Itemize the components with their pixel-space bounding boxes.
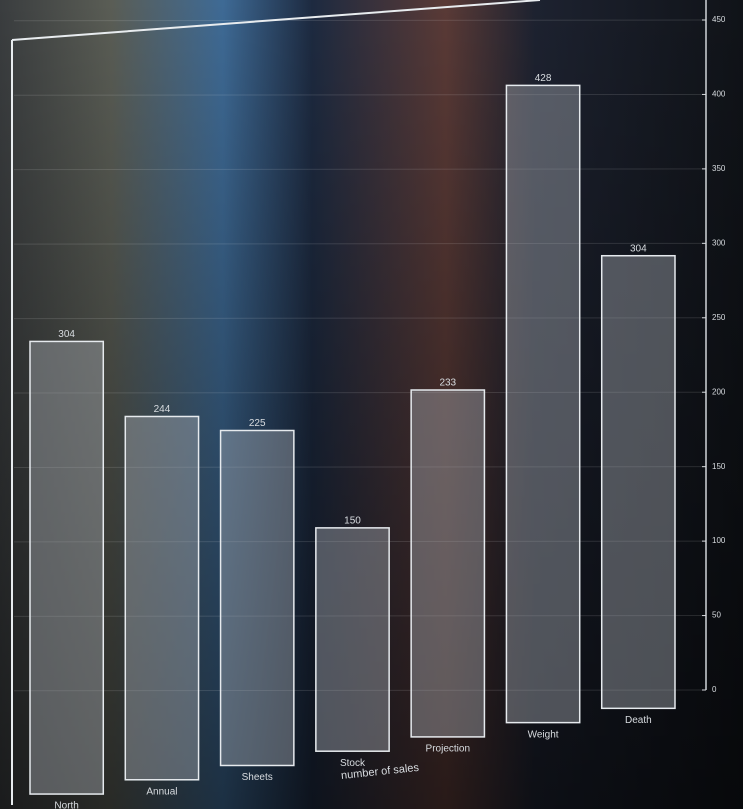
x-tick-label: Annual	[146, 786, 177, 797]
value-label: 304	[58, 329, 75, 340]
grid-line	[13, 466, 707, 468]
frame	[11, 0, 541, 805]
grid-line	[13, 168, 707, 171]
value-label: 233	[439, 378, 456, 389]
grid-line	[13, 317, 707, 320]
value-label: 244	[154, 404, 171, 415]
grid-line	[13, 615, 707, 617]
bar	[29, 340, 105, 795]
x-tick-label: Death	[625, 715, 652, 726]
x-tick-label: Sheets	[242, 772, 273, 783]
y-tick-label: 400	[712, 90, 726, 99]
x-tick-label: Stock	[340, 758, 366, 769]
grid-line	[13, 689, 707, 692]
x-tick-label: Projection	[426, 744, 470, 755]
x-tick-label: North	[54, 801, 78, 809]
bar	[124, 415, 200, 781]
bar	[219, 429, 295, 767]
y-tick-label: 150	[712, 462, 726, 471]
value-label: 225	[249, 418, 266, 429]
value-label: 150	[344, 516, 361, 527]
grid-line	[13, 242, 707, 245]
grid-line	[13, 540, 707, 543]
value-label: 304	[630, 243, 647, 254]
bar	[505, 84, 581, 724]
bar	[315, 527, 390, 752]
y-tick-label: 300	[712, 238, 726, 247]
value-label: 428	[535, 73, 552, 84]
bar	[410, 389, 486, 738]
bar	[600, 254, 676, 710]
y-tick-label: 0	[712, 685, 717, 694]
y-tick-label: 250	[712, 313, 726, 322]
y-tick-label: 100	[712, 536, 726, 545]
y-tick-label: 200	[712, 387, 726, 396]
y-tick-label: 350	[712, 164, 726, 173]
grid-line	[13, 19, 707, 22]
y-tick-label: 50	[712, 611, 721, 620]
x-tick-label: Weight	[528, 729, 559, 740]
grid-line	[13, 391, 707, 394]
y-tick-label: 450	[712, 15, 726, 24]
grid-line	[13, 93, 707, 96]
